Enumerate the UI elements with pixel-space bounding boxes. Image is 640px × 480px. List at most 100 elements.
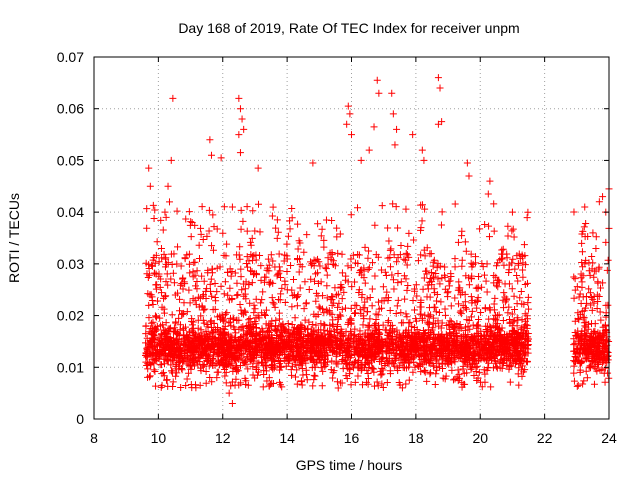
data-point: [194, 293, 202, 301]
data-point: [394, 279, 402, 287]
data-point: [514, 316, 522, 324]
data-point: [417, 224, 425, 232]
data-point: [482, 277, 490, 285]
data-point: [289, 292, 297, 300]
data-point: [384, 318, 392, 326]
data-point: [252, 314, 260, 322]
data-point: [392, 309, 400, 317]
data-point: [406, 318, 414, 326]
data-point: [378, 202, 386, 210]
data-point: [227, 272, 235, 280]
data-point: [293, 302, 301, 310]
data-point: [346, 354, 354, 362]
data-point: [463, 159, 471, 167]
data-point: [388, 359, 396, 367]
data-point: [436, 84, 444, 92]
data-point: [354, 372, 362, 380]
data-point: [172, 318, 180, 326]
data-point: [378, 304, 386, 312]
data-point: [374, 298, 382, 306]
data-point: [381, 268, 389, 276]
data-point: [284, 319, 292, 327]
data-point: [145, 373, 153, 381]
data-point: [161, 208, 169, 216]
data-point: [420, 274, 428, 282]
data-point: [516, 294, 524, 302]
data-point: [441, 375, 449, 383]
data-point: [287, 262, 295, 270]
data-point: [197, 312, 205, 320]
data-point: [269, 257, 277, 265]
data-point: [447, 273, 455, 281]
data-point: [460, 369, 468, 377]
data-point: [589, 259, 597, 267]
data-point: [520, 300, 528, 308]
data-point: [412, 281, 420, 289]
data-point: [191, 296, 199, 304]
data-point: [582, 219, 590, 227]
data-point: [345, 365, 353, 373]
data-point: [149, 301, 157, 309]
data-point: [189, 268, 197, 276]
data-point: [172, 372, 180, 380]
data-point: [155, 270, 163, 278]
data-point: [188, 317, 196, 325]
data-point: [196, 381, 204, 389]
data-point: [290, 291, 298, 299]
data-point: [250, 271, 258, 279]
data-point: [578, 248, 586, 256]
data-point: [167, 361, 175, 369]
data-point: [316, 356, 324, 364]
data-point: [474, 283, 482, 291]
data-point: [392, 333, 400, 341]
data-point: [340, 288, 348, 296]
data-point: [478, 383, 486, 391]
data-point: [157, 275, 165, 283]
data-point: [379, 283, 387, 291]
data-point: [305, 318, 313, 326]
data-point: [504, 232, 512, 240]
data-point: [462, 247, 470, 255]
data-point: [185, 286, 193, 294]
data-point: [308, 364, 316, 372]
data-point: [498, 246, 506, 254]
data-point: [211, 280, 219, 288]
data-point: [338, 305, 346, 313]
data-point: [418, 146, 426, 154]
data-point: [191, 258, 199, 266]
data-point: [198, 272, 206, 280]
data-point: [334, 360, 342, 368]
data-point: [370, 123, 378, 131]
data-point: [434, 275, 442, 283]
data-point: [267, 251, 275, 259]
data-point: [497, 255, 505, 263]
data-point: [383, 379, 391, 387]
data-point: [430, 256, 438, 264]
data-point: [484, 190, 492, 198]
data-point: [477, 309, 485, 317]
data-point: [188, 321, 196, 329]
data-point: [602, 238, 610, 246]
data-point: [369, 259, 377, 267]
data-point: [222, 368, 230, 376]
data-point: [236, 255, 244, 263]
data-point: [500, 289, 508, 297]
data-point: [391, 141, 399, 149]
data-point: [276, 378, 284, 386]
data-point: [249, 256, 257, 264]
data-point: [580, 377, 588, 385]
data-point: [185, 260, 193, 268]
data-point: [361, 243, 369, 251]
data-point: [167, 156, 175, 164]
data-point: [202, 327, 210, 335]
data-point: [281, 281, 289, 289]
data-point: [426, 359, 434, 367]
data-point: [467, 259, 475, 267]
data-point: [418, 316, 426, 324]
data-point: [227, 314, 235, 322]
data-point: [393, 326, 401, 334]
data-point: [328, 310, 336, 318]
data-point: [157, 216, 165, 224]
data-point: [446, 277, 454, 285]
data-point: [231, 334, 239, 342]
